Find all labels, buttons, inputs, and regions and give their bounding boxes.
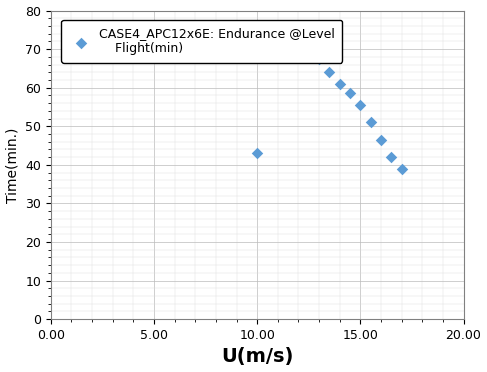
- Legend: CASE4_APC12x6E: Endurance @Level
    Flight(min): CASE4_APC12x6E: Endurance @Level Flight(…: [61, 20, 342, 63]
- CASE4_APC12x6E: Endurance @Level
    Flight(min): (12, 73): Endurance @Level Flight(min): (12, 73): [295, 35, 302, 41]
- CASE4_APC12x6E: Endurance @Level
    Flight(min): (16, 46.5): Endurance @Level Flight(min): (16, 46.5): [377, 137, 385, 143]
- Y-axis label: Time(min.): Time(min.): [5, 127, 19, 202]
- CASE4_APC12x6E: Endurance @Level
    Flight(min): (15, 55.5): Endurance @Level Flight(min): (15, 55.5): [356, 102, 364, 108]
- CASE4_APC12x6E: Endurance @Level
    Flight(min): (14.5, 58.5): Endurance @Level Flight(min): (14.5, 58.…: [346, 90, 354, 96]
- CASE4_APC12x6E: Endurance @Level
    Flight(min): (11, 74.5): Endurance @Level Flight(min): (11, 74.5): [274, 29, 281, 35]
- CASE4_APC12x6E: Endurance @Level
    Flight(min): (15.5, 51): Endurance @Level Flight(min): (15.5, 51): [367, 119, 375, 125]
- CASE4_APC12x6E: Endurance @Level
    Flight(min): (13.5, 64): Endurance @Level Flight(min): (13.5, 64): [325, 69, 333, 75]
- CASE4_APC12x6E: Endurance @Level
    Flight(min): (14, 61): Endurance @Level Flight(min): (14, 61): [336, 81, 344, 87]
- CASE4_APC12x6E: Endurance @Level
    Flight(min): (10, 43): Endurance @Level Flight(min): (10, 43): [253, 150, 261, 156]
- X-axis label: U(m/s): U(m/s): [221, 347, 293, 366]
- CASE4_APC12x6E: Endurance @Level
    Flight(min): (13, 67.5): Endurance @Level Flight(min): (13, 67.5): [315, 56, 323, 62]
- CASE4_APC12x6E: Endurance @Level
    Flight(min): (17, 39): Endurance @Level Flight(min): (17, 39): [398, 166, 406, 172]
- CASE4_APC12x6E: Endurance @Level
    Flight(min): (12.5, 71.5): Endurance @Level Flight(min): (12.5, 71.…: [305, 41, 313, 46]
- CASE4_APC12x6E: Endurance @Level
    Flight(min): (16.5, 42): Endurance @Level Flight(min): (16.5, 42): [387, 154, 395, 160]
- CASE4_APC12x6E: Endurance @Level
    Flight(min): (11.5, 75): Endurance @Level Flight(min): (11.5, 75): [284, 27, 292, 33]
